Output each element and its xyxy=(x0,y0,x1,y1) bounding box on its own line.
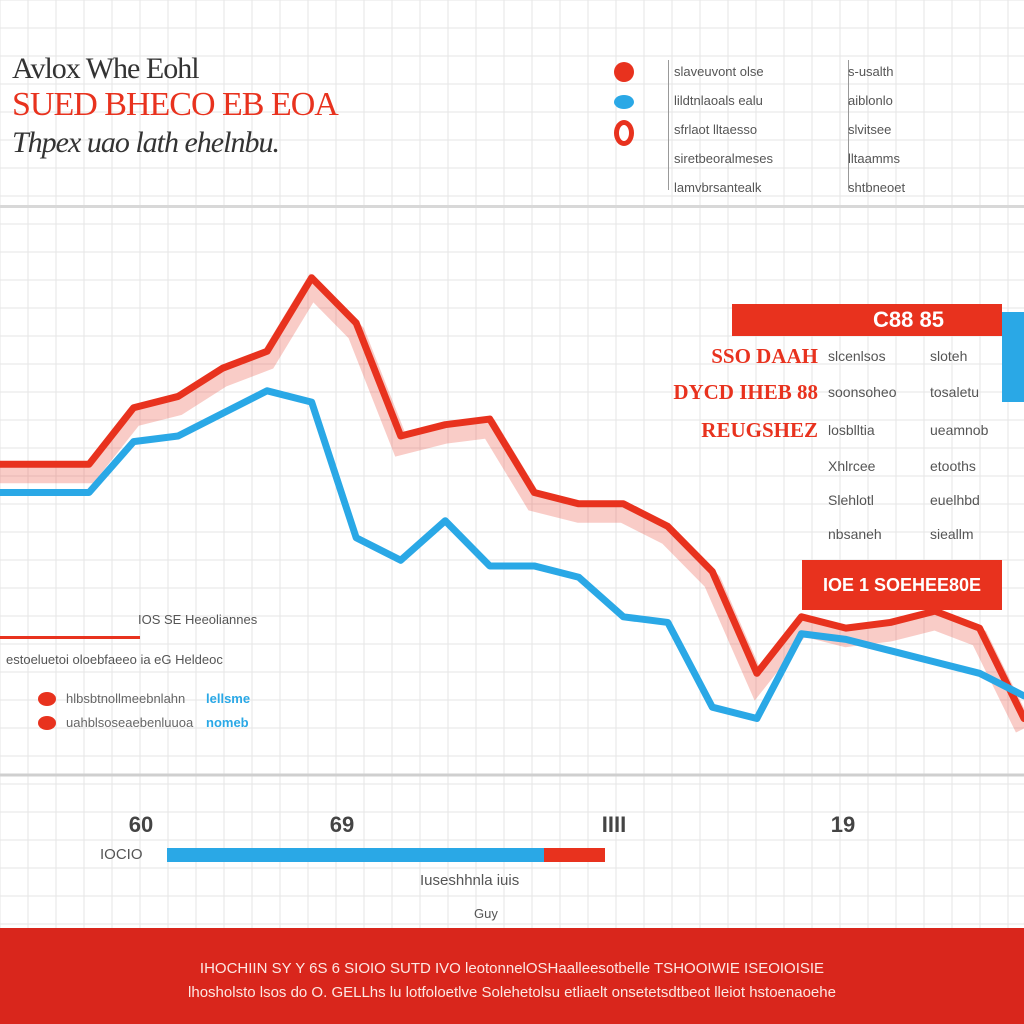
legend-value: shtbneoet xyxy=(848,180,906,195)
callout-footer-banner: IOE 1 SOEHEE80E xyxy=(802,560,1002,610)
callout-side-bar xyxy=(1002,312,1024,402)
legend-label: lildtnlaoals ealu xyxy=(674,93,763,108)
chart-subtitle: Thpex uao lath ehelnbu. xyxy=(12,126,280,159)
lower-legend-item: hlbsbtnollmeebnlahn lellsme xyxy=(38,688,308,710)
legend-dot-icon xyxy=(38,692,56,706)
series-glow xyxy=(0,273,1024,733)
callout-label: SSO DAAH xyxy=(711,344,818,368)
lower-legend-title: IOS SE Heeoliannes xyxy=(138,612,258,627)
footer-text-line-2: lhosholsto lsos do O. GELLhs lu lotfoloe… xyxy=(188,984,836,1001)
legend-value: aiblonlo xyxy=(848,93,893,108)
legend-label: slaveuvont olse xyxy=(674,64,764,79)
x-axis-label: Iuseshhnla iuis xyxy=(420,872,520,889)
x-tick-label: 19 xyxy=(830,812,856,837)
legend-row: sfrlaot lltaesso slvitsee xyxy=(608,118,958,147)
top-legend: slaveuvont olse s-usalth lildtnlaoals ea… xyxy=(608,60,958,205)
callout-row: Xhlrcee etooths xyxy=(630,454,1002,486)
x-tick-label: IIII xyxy=(601,812,627,837)
x-axis-unit: Guy xyxy=(474,906,498,921)
callout-value: tosaletu xyxy=(930,384,980,400)
legend-label: sfrlaot lltaesso xyxy=(674,122,758,137)
callout-label: DYCD IHEB 88 xyxy=(673,380,818,404)
legend-divider xyxy=(668,60,669,190)
series-line-1 xyxy=(0,387,1024,722)
callout-row: Slehlotl euelhbd xyxy=(630,488,1002,520)
callout-value: nbsaneh xyxy=(828,526,882,542)
lower-legend-label: uahblsoseaebenluuoa xyxy=(66,715,194,730)
footer-text-line-1: IHOCHIIN SY Y 6S 6 SIOIO SUTD IVO leoton… xyxy=(199,960,825,977)
callout-value: sloteh xyxy=(930,348,968,364)
legend-row: lamvbrsantealk shtbneoet xyxy=(608,176,958,205)
callout-row: DYCD IHEB 88 soonsoheo tosaletu xyxy=(630,380,1002,412)
legend-value: slvitsee xyxy=(848,122,892,137)
callout-value: soonsoheo xyxy=(828,384,897,400)
lower-legend-value: lellsme xyxy=(206,691,251,706)
callout-value: Slehlotl xyxy=(828,492,874,508)
legend-divider xyxy=(848,60,849,190)
legend-row: lildtnlaoals ealu aiblonlo xyxy=(608,89,958,118)
callout-value: euelhbd xyxy=(930,492,980,508)
series-line-0 xyxy=(0,274,1024,722)
callout-value: etooths xyxy=(930,458,976,474)
legend-dot-icon xyxy=(614,62,634,82)
legend-dot-icon xyxy=(614,95,634,109)
callout-value: ueamnob xyxy=(930,422,989,438)
chart-title: SUED BHECO EB EOA xyxy=(12,86,339,123)
callout-row: REUGSHEZ losblltia ueamnob xyxy=(630,418,1002,450)
progress-bar xyxy=(167,848,605,862)
callout-value: sieallm xyxy=(930,526,974,542)
callout-value: losblltia xyxy=(828,422,875,438)
footer-banner: IHOCHIIN SY Y 6S 6 SIOIO SUTD IVO leoton… xyxy=(0,928,1024,1024)
legend-label: lamvbrsantealk xyxy=(674,180,762,195)
title-line-1: Avlox Whe Eohl xyxy=(12,52,200,85)
legend-ring-icon xyxy=(614,120,634,146)
legend-value: lltaamms xyxy=(848,151,901,166)
legend-dot-icon xyxy=(38,716,56,730)
legend-row: slaveuvont olse s-usalth xyxy=(608,60,958,89)
callout-label: REUGSHEZ xyxy=(701,418,818,442)
lower-legend-item: uahblsoseaebenluuoa nomeb xyxy=(38,712,308,734)
legend-label: siretbeoralmeses xyxy=(674,151,773,166)
legend-row: siretbeoralmeses lltaamms xyxy=(608,147,958,176)
lower-legend-rule xyxy=(0,636,140,639)
progress-bar-fill xyxy=(167,848,544,862)
callout-row: nbsaneh sieallm xyxy=(630,522,1002,554)
lower-legend-subtitle: estoeluetoi oloebfaeeo ia eG Heldeoc xyxy=(6,652,223,667)
callout-header: C88 85 xyxy=(732,304,1002,336)
title-block: Avlox Whe Eohl SUED BHECO EB EOA Thpex u… xyxy=(12,52,412,162)
callout-value: Xhlrcee xyxy=(828,458,876,474)
x-tick-label: 69 xyxy=(329,812,355,837)
lower-legend-label: hlbsbtnollmeebnlahn xyxy=(66,691,186,706)
header-divider xyxy=(0,205,1024,208)
callout-row: SSO DAAH slcenlsos sloteh xyxy=(630,344,1002,376)
lower-legend-value: nomeb xyxy=(206,715,249,730)
legend-value: s-usalth xyxy=(848,64,894,79)
progress-label: IOCIO xyxy=(100,846,143,863)
callout-value: slcenlsos xyxy=(828,348,886,364)
x-tick-label: 60 xyxy=(128,812,154,837)
